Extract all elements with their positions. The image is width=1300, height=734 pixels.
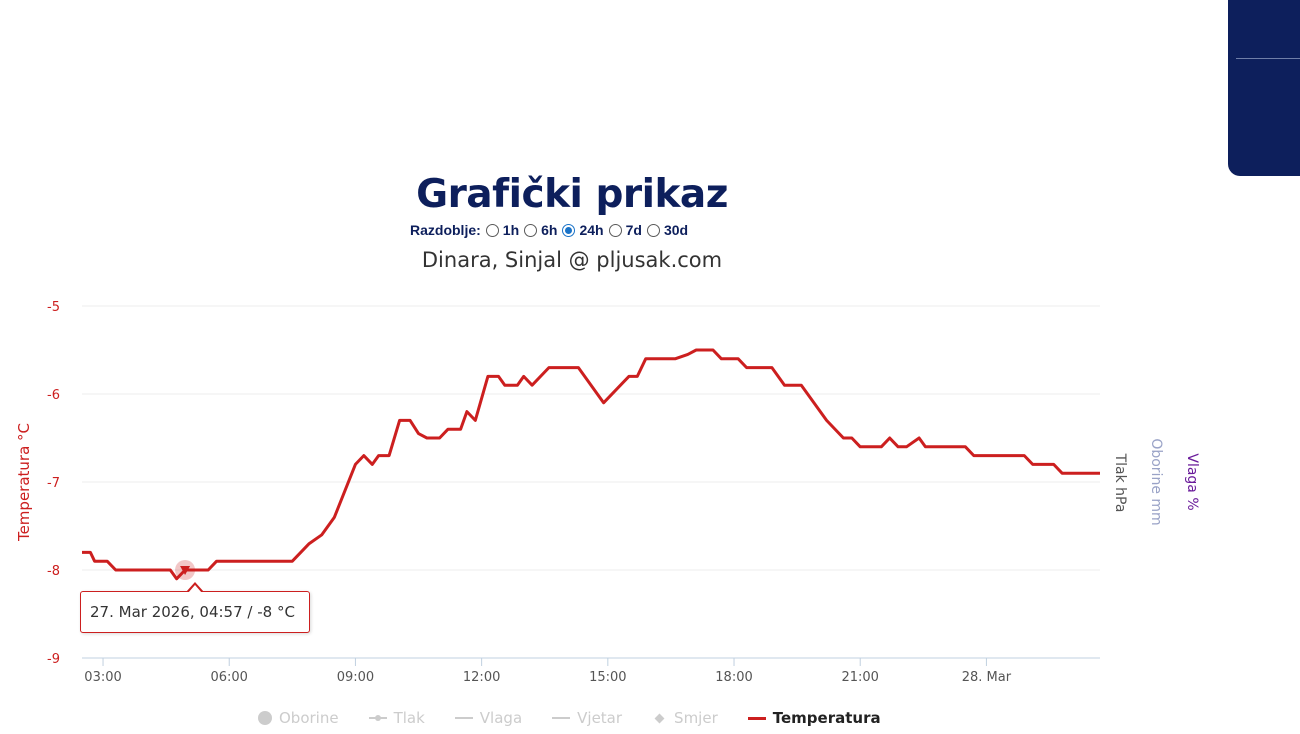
- line-icon: [747, 716, 766, 720]
- line-icon: [454, 717, 473, 719]
- tooltip-arrow-inner: [188, 585, 202, 593]
- period-label: Razdoblje:: [410, 222, 481, 238]
- line-icon: [552, 717, 571, 719]
- page-title: Grafički prikaz: [416, 172, 728, 217]
- radio-30d[interactable]: [646, 223, 660, 237]
- right-axis-title: Tlak hPa: [1112, 453, 1128, 513]
- highlight-marker: [180, 566, 191, 575]
- legend-item-vjetar[interactable]: Vjetar: [552, 709, 622, 727]
- x-tick-label: 21:00: [841, 670, 878, 685]
- legend-label: Smjer: [674, 709, 718, 727]
- temperature-series-line: [82, 348, 1100, 581]
- x-tick-label: 18:00: [715, 670, 752, 685]
- right-axis-title: Vlaga %: [1184, 453, 1200, 510]
- data-tooltip: 27. Mar 2026, 04:57 / -8 °C: [80, 591, 310, 633]
- side-menu-panel[interactable]: [1228, 0, 1300, 176]
- radio-1h[interactable]: [485, 223, 499, 237]
- x-tick-label: 15:00: [589, 670, 626, 685]
- y-axis-title: Temperatura °C: [15, 423, 33, 542]
- station-subtitle: Dinara, Sinjal @ pljusak.com: [421, 248, 723, 272]
- line-marker-icon: [368, 715, 387, 721]
- legend-label: Vjetar: [577, 709, 623, 727]
- side-menu-divider: [1236, 58, 1300, 59]
- legend-item-tlak[interactable]: Tlak: [368, 709, 425, 727]
- period-option-30d[interactable]: 30d: [646, 222, 689, 238]
- y-tick-label: -8: [47, 564, 60, 579]
- period-option-6h[interactable]: 6h: [524, 222, 557, 238]
- radio-24h[interactable]: [562, 223, 576, 237]
- period-option-7d[interactable]: 7d: [608, 222, 642, 238]
- legend-item-smjer[interactable]: Smjer: [652, 709, 718, 727]
- legend-item-temperatura[interactable]: Temperatura: [747, 709, 881, 727]
- y-tick-label: -9: [47, 652, 60, 667]
- x-tick-label: 06:00: [210, 670, 247, 685]
- period-option-label: 1h: [502, 222, 520, 238]
- legend-label: Tlak: [393, 709, 425, 727]
- legend-label: Vlaga: [479, 709, 523, 727]
- period-option-1h[interactable]: 1h: [485, 222, 520, 238]
- legend-item-vlaga[interactable]: Vlaga: [454, 709, 523, 727]
- period-selector: Razdoblje: 1h 6h 24h 7d 30d: [410, 220, 688, 240]
- legend-label: Oborine: [279, 709, 339, 727]
- period-option-label: 7d: [625, 222, 642, 238]
- period-option-label: 6h: [541, 222, 558, 238]
- radio-6h[interactable]: [524, 223, 538, 237]
- x-tick-label: 12:00: [463, 670, 500, 685]
- x-tick-label: 28. Mar: [962, 670, 1012, 685]
- y-tick-label: -6: [47, 388, 60, 403]
- diamond-icon: [654, 713, 665, 723]
- radio-7d[interactable]: [608, 223, 622, 237]
- y-tick-label: -7: [47, 476, 60, 491]
- period-option-label: 24h: [579, 222, 604, 238]
- y-tick-label: -5: [47, 300, 60, 315]
- x-tick-label: 09:00: [337, 670, 374, 685]
- chart-legend: Oborine Tlak Vlaga Vjetar Smjer Temperat…: [258, 708, 911, 728]
- period-option-label: 30d: [663, 222, 689, 238]
- legend-label: Temperatura: [772, 709, 881, 727]
- x-tick-label: 03:00: [84, 670, 121, 685]
- period-option-24h[interactable]: 24h: [562, 222, 604, 238]
- legend-item-oborine[interactable]: Oborine: [258, 709, 339, 727]
- circle-icon: [258, 711, 272, 725]
- right-axis-title: Oborine mm: [1148, 438, 1164, 525]
